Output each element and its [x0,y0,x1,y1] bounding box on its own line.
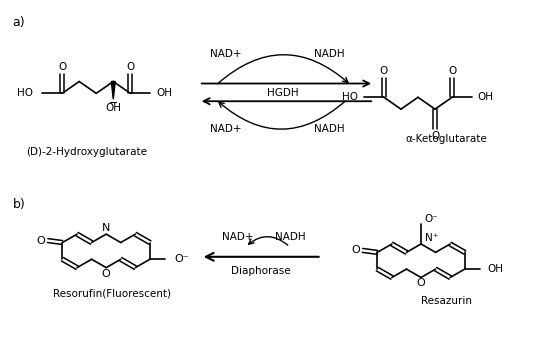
Text: NAD+: NAD+ [210,124,241,134]
Text: N: N [102,223,110,233]
Text: HO: HO [342,92,358,102]
Text: Diaphorase: Diaphorase [231,266,291,276]
Text: OH: OH [478,92,494,102]
Text: O: O [448,66,456,76]
Text: O: O [126,62,134,72]
Text: OH: OH [105,103,121,113]
Text: O: O [351,246,360,255]
Text: OH: OH [487,264,504,274]
Text: O⁻: O⁻ [424,215,438,224]
Text: NADH: NADH [275,232,305,242]
Text: a): a) [13,15,25,28]
Text: HO: HO [17,88,33,98]
Text: (D)-2-Hydroxyglutarate: (D)-2-Hydroxyglutarate [26,148,148,157]
Text: O: O [431,131,439,141]
Text: O: O [58,62,66,72]
Text: NADH: NADH [314,124,345,134]
Text: O⁻: O⁻ [175,254,189,264]
Polygon shape [111,81,115,99]
Text: Resazurin: Resazurin [421,296,472,306]
Text: α-Ketoglutarate: α-Ketoglutarate [405,134,487,144]
Text: O: O [102,269,110,279]
Text: N⁺: N⁺ [425,233,438,243]
Text: HGDH: HGDH [267,88,299,98]
Text: b): b) [13,198,26,211]
Text: OH: OH [156,88,172,98]
Text: NAD+: NAD+ [222,232,253,242]
Text: O: O [36,235,45,246]
Text: Resorufin(Fluorescent): Resorufin(Fluorescent) [53,288,170,298]
Text: NADH: NADH [314,49,345,59]
Text: O: O [417,278,426,288]
Text: O: O [380,66,388,76]
Text: NAD+: NAD+ [210,49,241,59]
